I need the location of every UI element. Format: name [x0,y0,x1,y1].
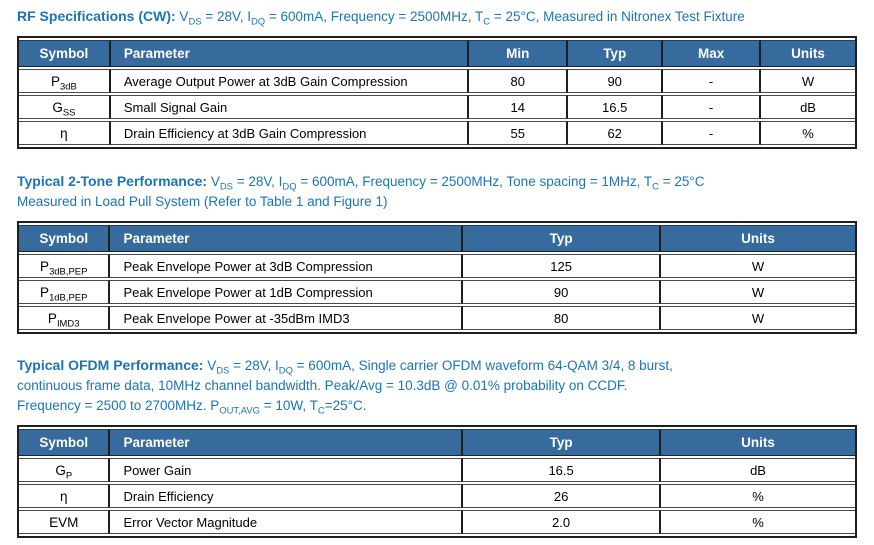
heading-title: RF Specifications (CW): [17,8,176,24]
cell-symbol: EVM [19,510,111,534]
cell-units: W [661,306,855,330]
cell-typ: 90 [568,69,664,93]
col-header-typ: Typ [463,429,662,456]
heading-conditions: VDS = 28V, IDQ = 600mA, Single carrier O… [203,358,673,377]
table-row: PIMD3 Peak Envelope Power at -35dBm IMD3… [19,306,855,330]
cell-parameter: Power Gain [110,458,464,482]
cell-units: W [661,254,855,278]
cell-units: W [761,69,855,93]
table-header-row: Symbol Parameter Typ Units [19,429,855,456]
cell-units: % [661,510,855,534]
cell-symbol: P3dB [19,69,111,93]
table-row: η Drain Efficiency 26 % [19,484,855,508]
rf-specs-table: Symbol Parameter Min Typ Max Units P3dB … [17,36,857,149]
cell-parameter: Peak Envelope Power at 3dB Compression [110,254,464,278]
section-heading: RF Specifications (CW): VDS = 28V, IDQ =… [17,6,857,27]
section-2tone-performance: Typical 2-Tone Performance: VDS = 28V, I… [17,171,857,334]
col-header-max: Max [663,40,762,67]
two-tone-table: Symbol Parameter Typ Units P3dB,PEP Peak… [17,221,857,334]
cell-symbol: η [19,484,111,508]
cell-typ: 16.5 [568,95,664,119]
cell-typ: 62 [568,121,664,145]
table-row: GP Power Gain 16.5 dB [19,458,855,482]
table-row: η Drain Efficiency at 3dB Gain Compressi… [19,121,855,145]
cell-typ: 16.5 [463,458,662,482]
col-header-parameter: Parameter [110,225,464,252]
cell-parameter: Drain Efficiency at 3dB Gain Compression [110,121,470,145]
cell-typ: 2.0 [463,510,662,534]
cell-parameter: Average Output Power at 3dB Gain Compres… [110,69,470,93]
cell-typ: 90 [463,280,662,304]
cell-symbol: P1dB,PEP [19,280,111,304]
col-header-min: Min [469,40,569,67]
cell-min: 55 [469,121,569,145]
heading-conditions: VDS = 28V, IDQ = 600mA, Frequency = 2500… [207,174,705,193]
cell-symbol: GP [19,458,111,482]
table-row: P3dB,PEP Peak Envelope Power at 3dB Comp… [19,254,855,278]
cell-min: 14 [469,95,569,119]
col-header-typ: Typ [463,225,662,252]
cell-typ: 26 [463,484,662,508]
table-header-row: Symbol Parameter Min Typ Max Units [19,40,855,67]
heading-title: Typical 2-Tone Performance: [17,173,208,189]
ofdm-table: Symbol Parameter Typ Units GP Power Gain… [17,425,857,538]
cell-max: - [663,121,762,145]
section-heading: Typical 2-Tone Performance: VDS = 28V, I… [17,171,857,212]
table-header-row: Symbol Parameter Typ Units [19,225,855,252]
cell-units: dB [661,458,855,482]
heading-conditions: VDS = 28V, IDQ = 600mA, Frequency = 2500… [175,9,745,28]
col-header-units: Units [661,429,855,456]
cell-symbol: GSS [19,95,111,119]
heading-conditions-line2: continuous frame data, 10MHz channel ban… [17,378,628,393]
cell-units: % [661,484,855,508]
cell-parameter: Small Signal Gain [110,95,470,119]
col-header-typ: Typ [568,40,664,67]
cell-units: dB [761,95,855,119]
cell-parameter: Peak Envelope Power at -35dBm IMD3 [110,306,464,330]
section-ofdm-performance: Typical OFDM Performance: VDS = 28V, IDQ… [17,355,857,538]
cell-max: - [663,95,762,119]
col-header-parameter: Parameter [110,40,470,67]
cell-units: W [661,280,855,304]
table-row: P1dB,PEP Peak Envelope Power at 1dB Comp… [19,280,855,304]
col-header-units: Units [761,40,855,67]
cell-min: 80 [469,69,569,93]
col-header-symbol: Symbol [19,40,111,67]
cell-typ: 125 [463,254,662,278]
heading-conditions-line3: Frequency = 2500 to 2700MHz. POUT,AVG = … [17,398,367,417]
table-row: GSS Small Signal Gain 14 16.5 - dB [19,95,855,119]
cell-parameter: Peak Envelope Power at 1dB Compression [110,280,464,304]
col-header-units: Units [661,225,855,252]
heading-title: Typical OFDM Performance: [17,357,204,373]
cell-symbol: PIMD3 [19,306,111,330]
cell-symbol: P3dB,PEP [19,254,111,278]
cell-max: - [663,69,762,93]
cell-symbol: η [19,121,111,145]
heading-conditions-line2: Measured in Load Pull System (Refer to T… [17,194,388,209]
cell-parameter: Error Vector Magnitude [110,510,464,534]
cell-parameter: Drain Efficiency [110,484,464,508]
col-header-symbol: Symbol [19,225,111,252]
col-header-symbol: Symbol [19,429,111,456]
cell-units: % [761,121,855,145]
table-row: P3dB Average Output Power at 3dB Gain Co… [19,69,855,93]
section-rf-specifications: RF Specifications (CW): VDS = 28V, IDQ =… [17,6,857,149]
cell-typ: 80 [463,306,662,330]
col-header-parameter: Parameter [110,429,464,456]
table-row: EVM Error Vector Magnitude 2.0 % [19,510,855,534]
section-heading: Typical OFDM Performance: VDS = 28V, IDQ… [17,355,857,416]
